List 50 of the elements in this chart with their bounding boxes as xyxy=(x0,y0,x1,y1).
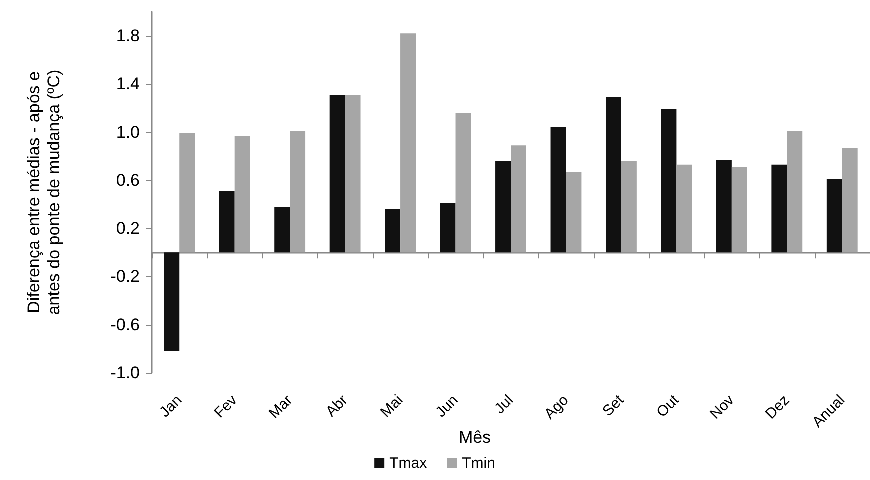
bar xyxy=(772,164,788,253)
y-tick-label: -0.2 xyxy=(110,267,140,286)
x-tick-label: Set xyxy=(600,391,628,420)
bar xyxy=(400,34,416,253)
x-tick-label: Ago xyxy=(541,392,572,423)
bar xyxy=(219,191,235,253)
x-tick-label: Out xyxy=(654,391,684,422)
x-tick-label: Mai xyxy=(377,392,407,422)
bar xyxy=(826,179,842,253)
y-tick-label: -0.6 xyxy=(110,315,140,334)
bar xyxy=(732,167,748,253)
x-tick-label: Jul xyxy=(491,392,518,418)
x-tick-label: Abr xyxy=(322,392,352,421)
bar xyxy=(274,206,290,253)
legend-label: Tmax xyxy=(390,455,428,472)
bar xyxy=(440,203,456,253)
bar xyxy=(290,131,306,253)
y-tick-label: 1.4 xyxy=(116,74,140,94)
bar xyxy=(385,209,401,253)
x-tick-label: Jun xyxy=(432,392,462,422)
bar xyxy=(606,97,622,253)
bar xyxy=(511,146,526,253)
x-tick-label: Fev xyxy=(211,392,242,422)
x-tick-label: Jan xyxy=(156,392,186,422)
x-axis-title: Mês xyxy=(458,428,492,447)
bar xyxy=(676,164,692,253)
y-tick-label: -1.0 xyxy=(110,364,140,382)
bar xyxy=(496,161,511,253)
bar xyxy=(621,161,637,253)
bar xyxy=(180,134,196,253)
bar xyxy=(787,131,803,253)
y-tick-label: 0.6 xyxy=(116,170,140,190)
bar xyxy=(661,109,677,253)
x-tick-label: Mar xyxy=(266,392,296,422)
y-tick-label: 0.2 xyxy=(116,219,140,238)
bar xyxy=(716,160,732,253)
bar xyxy=(234,136,250,253)
bar xyxy=(345,95,361,253)
bar xyxy=(842,148,858,253)
x-tick-label: Nov xyxy=(707,392,738,423)
bar xyxy=(550,128,566,253)
y-axis-title: Diferença entre médias - após e antes do ponte de mudança (ºC) xyxy=(24,70,64,316)
y-tick-label: 1.0 xyxy=(116,122,140,142)
y-tick-label: 1.8 xyxy=(116,26,140,46)
legend-label: Tmin xyxy=(462,455,496,472)
bar xyxy=(164,252,180,352)
x-tick-label: Dez xyxy=(762,392,794,423)
bar xyxy=(456,113,472,253)
bar xyxy=(330,95,346,253)
bar xyxy=(566,172,582,253)
